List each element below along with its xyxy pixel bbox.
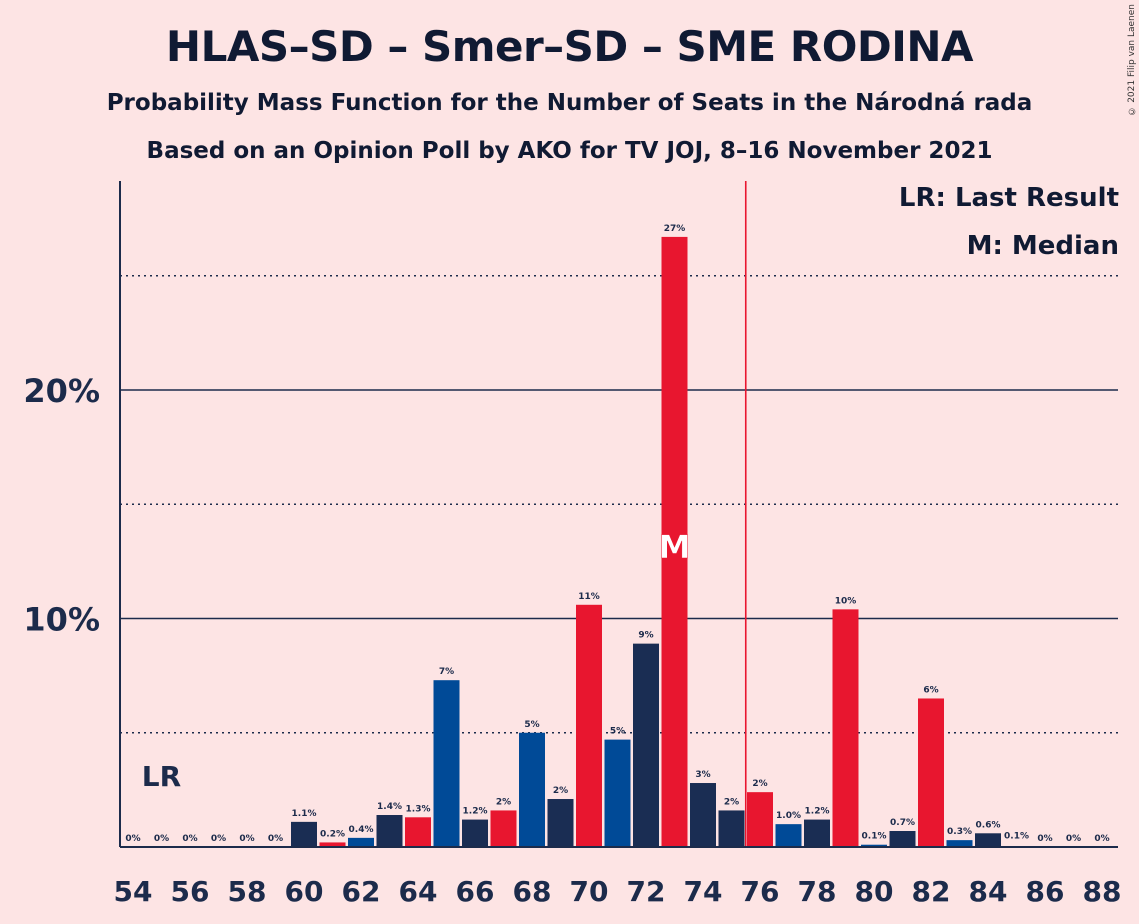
- x-tick-label: 84: [969, 875, 1008, 908]
- data-label-seat-60: 1.1%: [292, 809, 317, 819]
- data-label-seat-66: 1.2%: [463, 807, 488, 817]
- bar-seat-66: [462, 819, 488, 847]
- bar-seat-75: [718, 810, 745, 847]
- bar-seat-74: [690, 783, 716, 847]
- markers: LR M: [142, 528, 691, 793]
- data-label-seat-56: 0%: [182, 834, 197, 844]
- bar-seat-73: [661, 236, 688, 847]
- bar-seat-78: [804, 819, 830, 847]
- data-label-seat-82: 6%: [923, 685, 938, 695]
- bar-seat-68: [519, 732, 545, 847]
- bar-seat-77: [775, 824, 802, 847]
- bar-seat-72: [633, 643, 659, 847]
- data-label-seat-67: 2%: [496, 797, 511, 807]
- data-label-seat-81: 0.7%: [890, 818, 915, 828]
- data-label-seat-88: 0%: [1094, 834, 1109, 844]
- data-label-seat-69: 2%: [553, 786, 568, 796]
- y-tick-label: 20%: [23, 372, 100, 410]
- data-label-seat-61: 0.2%: [320, 829, 345, 839]
- bar-seat-62: [348, 837, 374, 847]
- data-label-seat-71: 5%: [610, 727, 625, 737]
- data-label-seat-83: 0.3%: [947, 827, 972, 837]
- bar-seat-61: [319, 842, 346, 847]
- x-tick-label: 74: [684, 875, 723, 908]
- bar-seat-69: [547, 799, 574, 847]
- bar-seat-67: [490, 810, 517, 847]
- x-tick-label: 62: [342, 875, 381, 908]
- data-label-seat-76: 2%: [752, 779, 767, 789]
- data-label-seat-55: 0%: [154, 834, 169, 844]
- x-tick-label: 76: [741, 875, 780, 908]
- data-label-seat-70: 11%: [578, 592, 600, 602]
- bar-seat-64: [405, 817, 431, 847]
- x-tick-label: 70: [570, 875, 609, 908]
- data-label-seat-64: 1.3%: [406, 804, 431, 814]
- x-tick-label: 72: [627, 875, 666, 908]
- legend-last-result: LR: Last Result: [898, 183, 1119, 213]
- bar-seat-83: [946, 840, 973, 847]
- chart-source-subtitle: Based on an Opinion Poll by AKO for TV J…: [146, 138, 993, 164]
- data-label-seat-85: 0.1%: [1004, 832, 1029, 842]
- x-tick-label: 78: [798, 875, 837, 908]
- x-tick-label: 80: [855, 875, 894, 908]
- data-labels: 0% 0% 0% 0% 0% 0% 1.1%0.2% 0.4% 1.4% 1.3% 7% 1.2% 2%…: [125, 224, 1109, 844]
- y-tick-label: 10%: [23, 601, 100, 639]
- axes: 54 56 58 60 62 64 66 68 70 72 74 76 78 80 82 84 86 88 10% 2…: [23, 181, 1121, 908]
- x-tick-label: 82: [912, 875, 951, 908]
- data-label-seat-63: 1.4%: [377, 802, 402, 812]
- median-marker: M: [659, 528, 691, 566]
- bar-seat-70: [576, 604, 602, 847]
- chart-title: HLAS–SD – Smer–SD – SME RODINA: [165, 22, 974, 71]
- bar-seat-84: [975, 833, 1001, 847]
- legend-median: M: Median: [966, 231, 1119, 261]
- gridlines: [120, 275, 1118, 734]
- x-tick-label: 64: [399, 875, 438, 908]
- bar-seat-60: [291, 821, 317, 847]
- data-label-seat-80: 0.1%: [862, 832, 887, 842]
- data-label-seat-75: 2%: [724, 797, 739, 807]
- bar-seat-65: [433, 680, 460, 847]
- bar-seat-71: [604, 739, 631, 847]
- x-tick-label: 54: [114, 875, 153, 908]
- x-tick-label: 60: [285, 875, 324, 908]
- bar-seat-63: [376, 815, 403, 847]
- bar-seat-81: [889, 831, 916, 847]
- data-label-seat-84: 0.6%: [976, 820, 1001, 830]
- x-tick-label: 68: [513, 875, 552, 908]
- data-label-seat-77: 1.0%: [776, 811, 801, 821]
- last-result-marker: LR: [142, 760, 181, 793]
- bar-seat-80: [861, 844, 887, 847]
- bars: [291, 181, 1001, 847]
- data-label-seat-78: 1.2%: [805, 807, 830, 817]
- data-label-seat-73: 27%: [664, 224, 686, 234]
- bar-seat-82: [918, 698, 944, 847]
- data-label-seat-72: 9%: [638, 631, 653, 641]
- chart-subtitle: Probability Mass Function for the Number…: [106, 90, 1033, 116]
- data-label-seat-62: 0.4%: [349, 825, 374, 835]
- x-tick-label: 56: [171, 875, 210, 908]
- bar-seat-79: [832, 609, 859, 847]
- data-label-seat-54: 0%: [125, 834, 140, 844]
- data-label-seat-86: 0%: [1037, 834, 1052, 844]
- data-label-seat-74: 3%: [695, 770, 710, 780]
- data-label-seat-65: 7%: [439, 667, 454, 677]
- x-tick-label: 66: [456, 875, 495, 908]
- data-label-seat-68: 5%: [524, 720, 539, 730]
- data-label-seat-79: 10%: [835, 596, 857, 606]
- data-label-seat-58: 0%: [239, 834, 254, 844]
- x-tick-label: 86: [1026, 875, 1065, 908]
- x-tick-label: 88: [1083, 875, 1122, 908]
- data-label-seat-87: 0%: [1066, 834, 1081, 844]
- data-label-seat-57: 0%: [211, 834, 226, 844]
- bar-seat-76: [747, 792, 773, 847]
- data-label-seat-59: 0%: [268, 834, 283, 844]
- x-tick-label: 58: [228, 875, 267, 908]
